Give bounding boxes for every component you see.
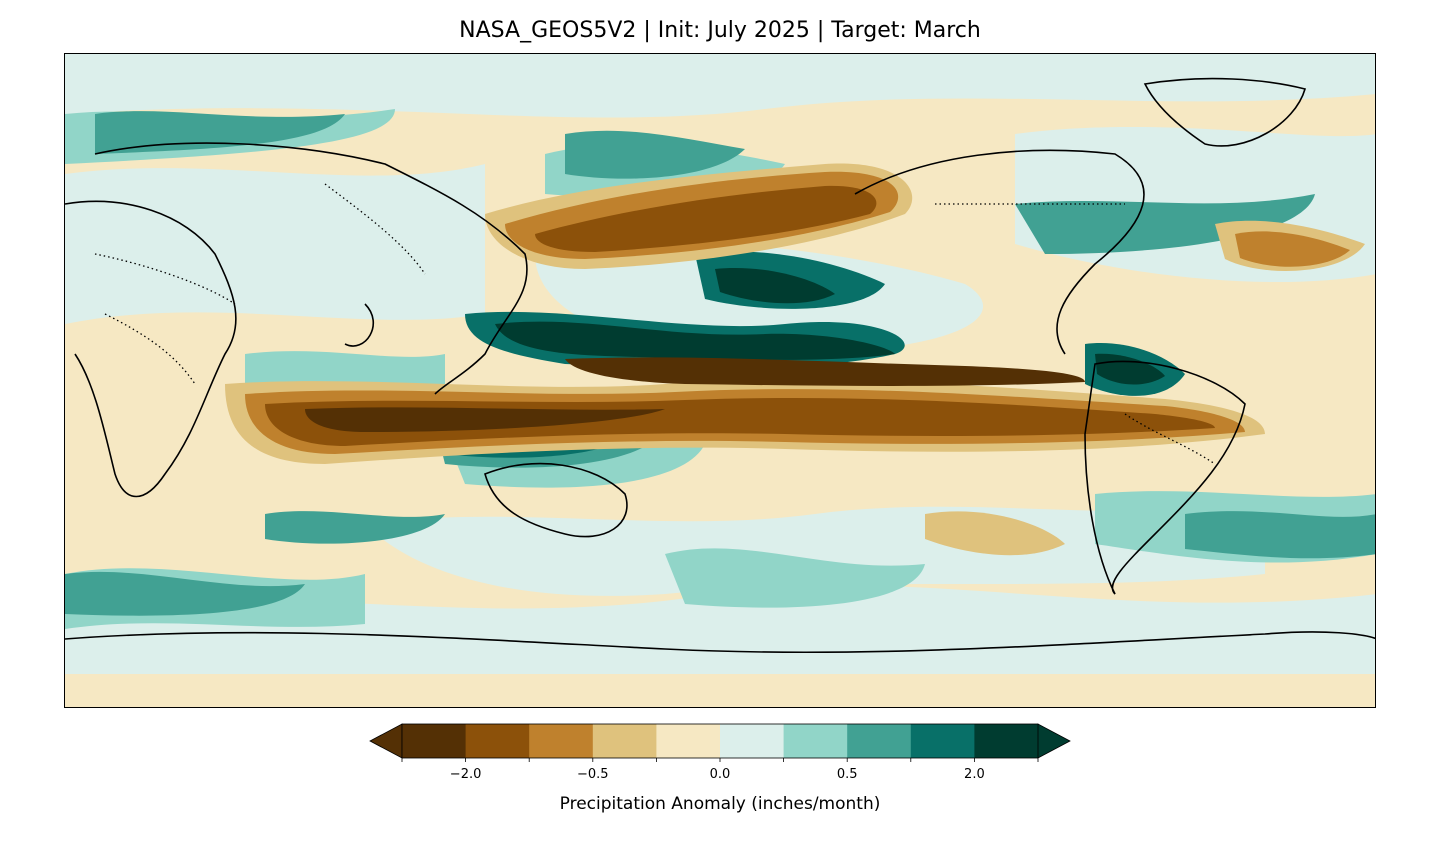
colorbar-bin [592, 724, 657, 758]
precip-anomaly-map [65, 54, 1375, 707]
coastlines [65, 77, 1375, 654]
colorbar-under-extension [369, 723, 403, 759]
colorbar-tick-label: 0.0 [710, 767, 731, 782]
colorbar-tick-label: −2.0 [450, 767, 482, 782]
anomaly-light-wet [65, 54, 1375, 674]
colorbar-bin [847, 724, 912, 758]
country-borders [94, 183, 1216, 465]
colorbar-tick-label: 0.5 [837, 767, 858, 782]
colorbar-bin [974, 724, 1039, 758]
map-title: NASA_GEOS5V2 | Init: July 2025 | Target:… [459, 18, 981, 43]
colorbar: −2.0 −0.5 0.0 0.5 2.0 [368, 722, 1072, 796]
colorbar-bin [783, 724, 848, 758]
colorbar-over-extension [1037, 723, 1071, 759]
colorbar-graphic: −2.0 −0.5 0.0 0.5 2.0 [369, 723, 1071, 782]
colorbar-bin [465, 724, 530, 758]
colorbar-bin [656, 724, 721, 758]
colorbar-tick-label: 2.0 [964, 767, 985, 782]
colorbar-bin [529, 724, 594, 758]
colorbar-bin [720, 724, 785, 758]
anomaly-extreme-dry [305, 357, 1085, 432]
colorbar-bin [910, 724, 975, 758]
colorbar-bin [402, 724, 467, 758]
colorbar-label: Precipitation Anomaly (inches/month) [559, 794, 881, 814]
colorbar-tick-label: −0.5 [577, 767, 609, 782]
map-panel [64, 53, 1376, 708]
anomaly-strong-wet [65, 111, 1375, 616]
